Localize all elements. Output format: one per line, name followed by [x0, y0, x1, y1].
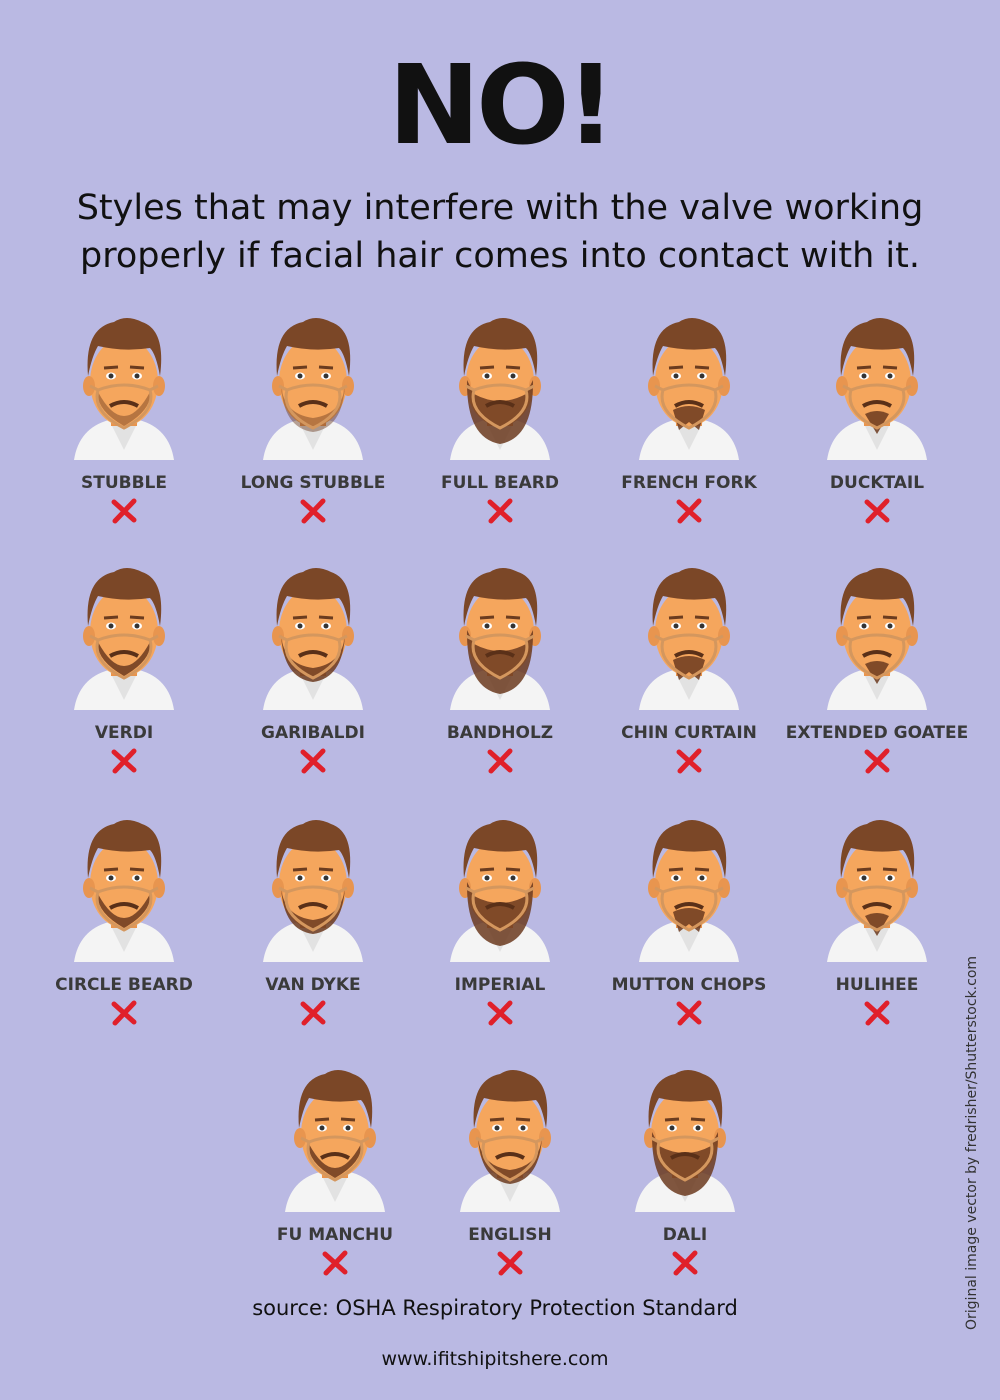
x-mark [864, 498, 890, 524]
style-item: CIRCLE BEARD [34, 812, 214, 1042]
style-item: FU MANCHU [245, 1062, 425, 1292]
style-label: IMPERIAL [454, 975, 546, 995]
style-label: MUTTON CHOPS [611, 975, 767, 995]
style-item: CHIN CURTAIN [599, 560, 779, 790]
style-label: CHIN CURTAIN [621, 723, 757, 743]
style-label: EXTENDED GOATEE [785, 723, 969, 743]
style-label: FULL BEARD [441, 473, 559, 493]
style-label: FRENCH FORK [621, 473, 757, 493]
x-mark [111, 1000, 137, 1026]
face-icon [629, 812, 749, 962]
x-mark [322, 1250, 348, 1276]
style-item: DALI [595, 1062, 775, 1292]
style-item: ENGLISH [420, 1062, 600, 1292]
x-mark [111, 498, 137, 524]
face-icon [64, 560, 184, 710]
style-item: STUBBLE [34, 310, 214, 540]
style-label: LONG STUBBLE [240, 473, 386, 493]
subtitle-line: Styles that may interfere with the valve… [76, 188, 924, 228]
source: source: OSHA Respiratory Protection Stan… [252, 1296, 738, 1320]
style-label: GARIBALDI [261, 723, 365, 743]
x-mark [111, 748, 137, 774]
style-label: CIRCLE BEARD [55, 975, 193, 995]
face-icon [440, 812, 560, 962]
style-label: ENGLISH [468, 1225, 552, 1245]
x-mark [864, 748, 890, 774]
x-mark [300, 1000, 326, 1026]
style-item: FRENCH FORK [599, 310, 779, 540]
face-icon [440, 310, 560, 460]
style-label: VERDI [94, 723, 154, 743]
credit: Original image vector by fredrisher/Shut… [964, 955, 980, 1330]
x-mark [676, 748, 702, 774]
style-item: FULL BEARD [410, 310, 590, 540]
style-item: BANDHOLZ [410, 560, 590, 790]
face-icon [440, 560, 560, 710]
style-label: BANDHOLZ [446, 723, 554, 743]
style-label: FU MANCHU [276, 1225, 394, 1245]
x-mark [497, 1250, 523, 1276]
style-label: DUCKTAIL [829, 473, 925, 493]
face-icon [625, 1062, 745, 1212]
style-item: DUCKTAIL [787, 310, 967, 540]
style-label: VAN DYKE [265, 975, 361, 995]
style-label: STUBBLE [80, 473, 167, 493]
x-mark [487, 748, 513, 774]
style-item: LONG STUBBLE [223, 310, 403, 540]
x-mark [864, 1000, 890, 1026]
website: www.ifitshipitshere.com [381, 1348, 609, 1370]
x-mark [676, 1000, 702, 1026]
style-label: HULIHEE [835, 975, 919, 995]
face-icon [253, 812, 373, 962]
face-icon [253, 560, 373, 710]
style-item: EXTENDED GOATEE [786, 560, 968, 790]
title: NO! [388, 41, 616, 169]
face-icon [450, 1062, 570, 1212]
subtitle-line: properly if facial hair comes into conta… [80, 236, 920, 276]
face-icon [64, 310, 184, 460]
style-item: GARIBALDI [223, 560, 403, 790]
face-icon [817, 560, 937, 710]
x-mark [676, 498, 702, 524]
style-item: VAN DYKE [223, 812, 403, 1042]
x-mark [672, 1250, 698, 1276]
face-icon [64, 812, 184, 962]
face-icon [629, 310, 749, 460]
x-mark [487, 498, 513, 524]
style-label: DALI [662, 1225, 708, 1245]
face-icon [253, 310, 373, 460]
face-icon [817, 812, 937, 962]
face-icon [275, 1062, 395, 1212]
style-item: IMPERIAL [410, 812, 590, 1042]
x-mark [300, 498, 326, 524]
face-icon [817, 310, 937, 460]
face-icon [629, 560, 749, 710]
style-item: VERDI [34, 560, 214, 790]
x-mark [300, 748, 326, 774]
style-item: MUTTON CHOPS [599, 812, 779, 1042]
x-mark [487, 1000, 513, 1026]
style-item: HULIHEE [787, 812, 967, 1042]
